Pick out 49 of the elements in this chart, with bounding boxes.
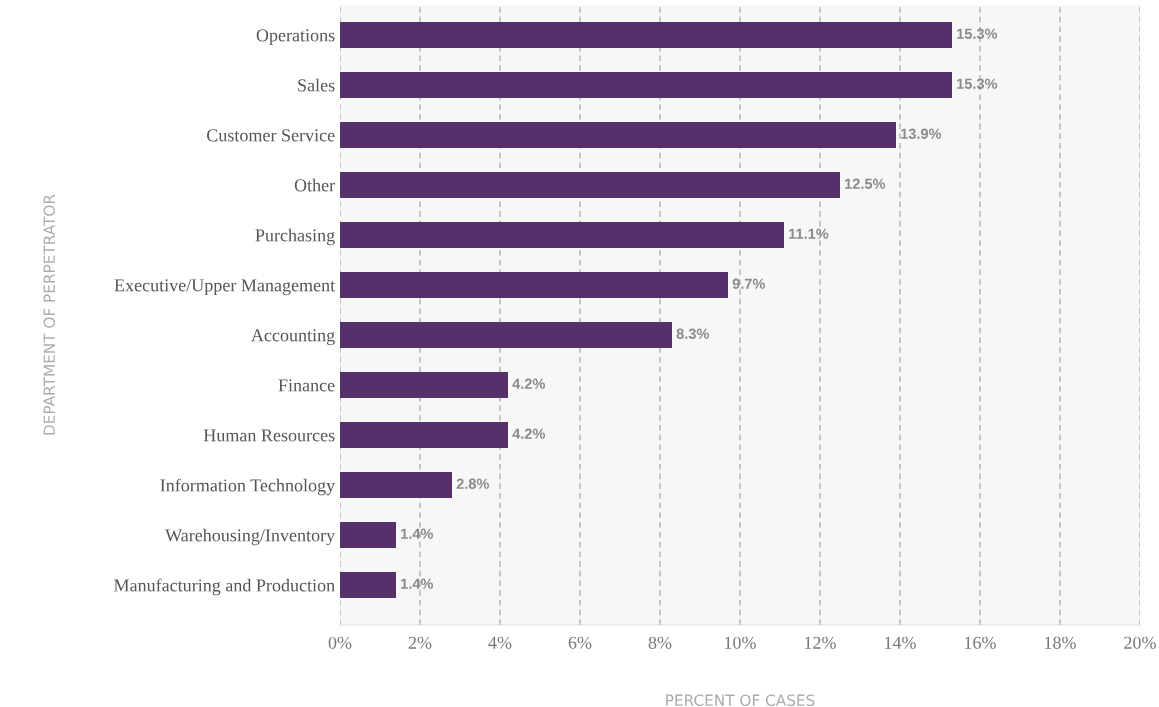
bar — [340, 522, 396, 548]
y-tick-label: Human Resources — [203, 429, 335, 442]
data-label: 13.9% — [901, 128, 942, 139]
bar — [340, 572, 396, 598]
y-tick-label: Operations — [256, 29, 335, 46]
data-label: 11.1% — [789, 228, 829, 239]
x-tick-label: 6% — [568, 636, 592, 649]
data-label: 12.5% — [845, 178, 886, 189]
x-tick-label: 8% — [648, 636, 672, 649]
x-tick-label: 4% — [488, 636, 512, 649]
y-tick-label: Executive/Upper Management — [114, 279, 336, 296]
bar — [340, 422, 508, 448]
data-label: 2.8% — [456, 478, 490, 489]
x-tick-label: 12% — [805, 636, 836, 649]
y-tick-label: Finance — [278, 379, 335, 392]
data-label: 4.2% — [512, 378, 546, 389]
data-label: 9.7% — [732, 278, 766, 289]
y-axis-title: DEPARTMENT OF PERPETRATOR — [43, 194, 55, 435]
x-tick-label: 16% — [965, 636, 996, 649]
x-tick-label: 20% — [1124, 636, 1156, 649]
y-tick-label: Sales — [298, 78, 335, 92]
bar — [340, 272, 728, 298]
y-tick-label: Warehousing/Inventory — [165, 528, 336, 546]
bar — [340, 72, 952, 98]
y-tick-label: Purchasing — [255, 228, 335, 246]
bar — [340, 22, 952, 48]
data-label: 1.4% — [401, 578, 434, 589]
data-label: 4.2% — [512, 428, 546, 439]
data-label: 15.3% — [957, 28, 998, 39]
x-axis-title: PERCENT OF CASES — [666, 694, 815, 706]
x-tick-label: 10% — [725, 636, 756, 649]
x-tick-label: 18% — [1045, 636, 1076, 649]
data-label: 8.3% — [676, 328, 710, 339]
bar — [340, 372, 508, 398]
bar — [340, 472, 452, 498]
x-tick-label: 2% — [408, 636, 432, 649]
data-label: 15.3% — [957, 78, 998, 89]
y-tick-label: Information Technology — [160, 478, 336, 496]
bar — [340, 172, 840, 198]
bar — [340, 122, 896, 148]
y-tick-label: Manufacturing and Production — [114, 578, 335, 596]
x-tick-label: 0% — [328, 636, 352, 649]
x-tick-label: 14% — [885, 636, 916, 649]
data-label: 1.4% — [401, 528, 434, 539]
y-tick-label: Customer Service — [207, 129, 335, 142]
bar — [340, 322, 672, 348]
y-tick-label: Other — [294, 178, 335, 192]
bar — [340, 222, 784, 248]
y-tick-label: Accounting — [251, 329, 335, 346]
